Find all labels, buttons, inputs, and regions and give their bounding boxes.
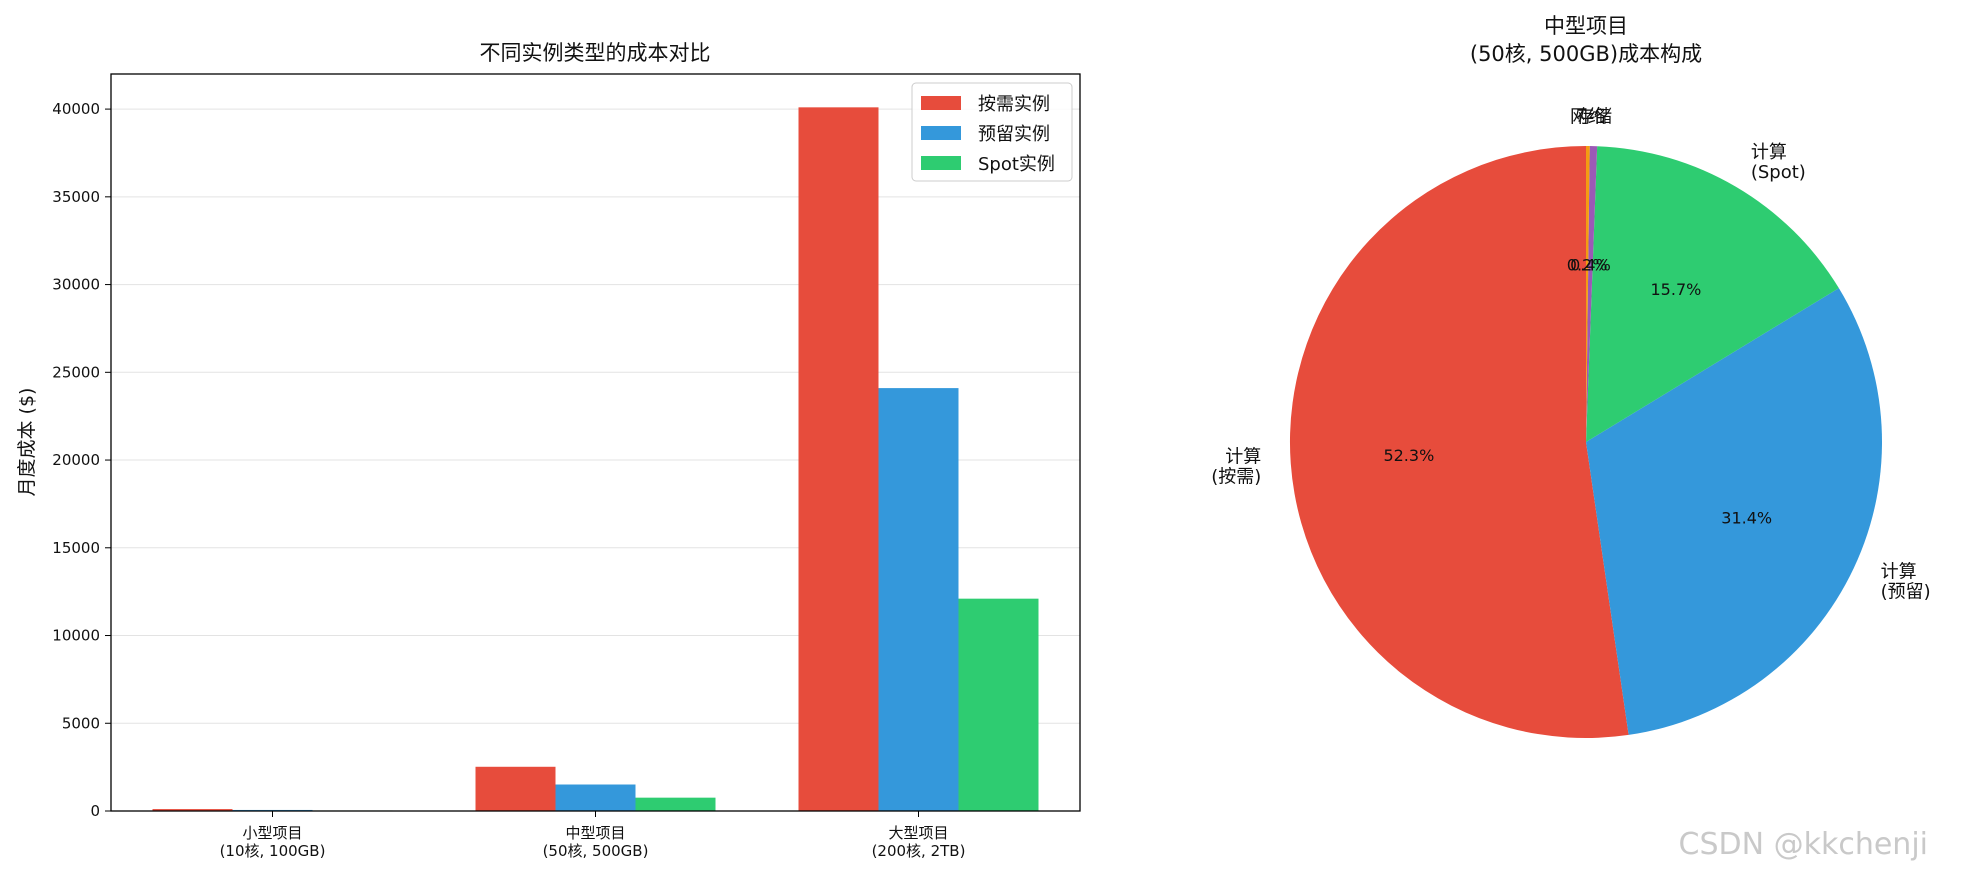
pie-slice-percent: 52.3%: [1383, 446, 1434, 465]
pie-slice-label: 计算: [1225, 447, 1261, 468]
pie-slice-label: 计算: [1881, 562, 1917, 583]
bar-chart-bars: [152, 107, 1039, 812]
bar: [635, 797, 716, 811]
bar-x-tick-detail: (200核, 2TB): [872, 842, 966, 860]
pie-slice-label-detail: (预留): [1881, 582, 1931, 603]
legend-label: Spot实例: [978, 154, 1055, 175]
pie-slice: [1289, 146, 1629, 738]
pie-chart-title-line2: (50核, 500GB)成本构成: [1470, 42, 1702, 66]
bar-x-tick-detail: (10核, 100GB): [220, 842, 326, 860]
pie-slice: [1586, 288, 1883, 735]
bar-x-tick-detail: (50核, 500GB): [543, 842, 649, 860]
bar-y-tick-label: 0: [90, 802, 100, 820]
watermark-text: CSDN @kkchenji: [1679, 827, 1928, 862]
pie-slice-percent: 31.4%: [1721, 509, 1772, 528]
bar-chart-x-ticks: 小型项目(10核, 100GB) 中型项目(50核, 500GB) 大型项目(200…: [220, 811, 966, 860]
pie-chart-labels: 计算(按需)52.3%计算(预留)31.4%计算(Spot)15.7%存储0.4…: [1211, 106, 1930, 602]
legend-label: 按需实例: [978, 94, 1050, 115]
pie-slice-label-detail: (按需): [1211, 467, 1261, 488]
bar-y-tick-label: 30000: [52, 276, 100, 294]
bar-chart-y-axis-label: 月度成本 ($): [16, 388, 38, 497]
pie-chart: 中型项目 (50核, 500GB)成本构成 计算(按需)52.3%计算(预留)3…: [1211, 14, 1931, 738]
bar-x-tick-label: 大型项目: [888, 824, 948, 842]
pie-slice-percent: 0.4%: [1570, 255, 1611, 274]
bar: [958, 598, 1039, 811]
bar-chart-title: 不同实例类型的成本对比: [480, 41, 711, 65]
pie-slice-percent: 0.2%: [1567, 255, 1608, 274]
bar: [878, 388, 959, 811]
pie-slice: [1586, 146, 1598, 442]
pie-slice-label: 计算: [1751, 142, 1787, 163]
bar: [555, 784, 636, 811]
bar-y-tick-label: 15000: [52, 539, 100, 557]
legend-swatch: [921, 156, 961, 170]
pie-slice-label: 网络: [1570, 106, 1606, 127]
bar-y-tick-label: 40000: [52, 100, 100, 118]
bar-chart-y-ticks: 0 5000 10000 15000 20000 25000 30000 35000 40000: [52, 100, 111, 820]
legend-swatch: [921, 126, 961, 140]
pie-slice-percent: 15.7%: [1651, 280, 1702, 299]
bar: [798, 107, 879, 812]
legend-swatch: [921, 96, 961, 110]
bar: [475, 766, 556, 811]
bar-x-tick-label: 中型项目: [565, 824, 625, 842]
bar: [152, 809, 233, 811]
pie-slice-label: 存储: [1576, 107, 1612, 128]
bar-y-tick-label: 10000: [52, 627, 100, 645]
pie-chart-slices: [1289, 145, 1883, 738]
pie-slice: [1586, 146, 1839, 442]
pie-slice-label-detail: (Spot): [1751, 162, 1806, 183]
pie-slice: [1586, 145, 1590, 442]
bar-y-tick-label: 20000: [52, 451, 100, 469]
bar-chart: 不同实例类型的成本对比 0 5000 10000 15000 20000 25000 300…: [16, 41, 1081, 860]
bar-y-tick-label: 35000: [52, 188, 100, 206]
bar-y-tick-label: 5000: [62, 714, 100, 732]
bar-x-tick-label: 小型项目: [242, 824, 302, 842]
pie-chart-title-line1: 中型项目: [1544, 14, 1628, 38]
bar-chart-gridlines: [111, 108, 1080, 724]
bar-y-tick-label: 25000: [52, 363, 100, 381]
legend-label: 预留实例: [978, 124, 1050, 145]
